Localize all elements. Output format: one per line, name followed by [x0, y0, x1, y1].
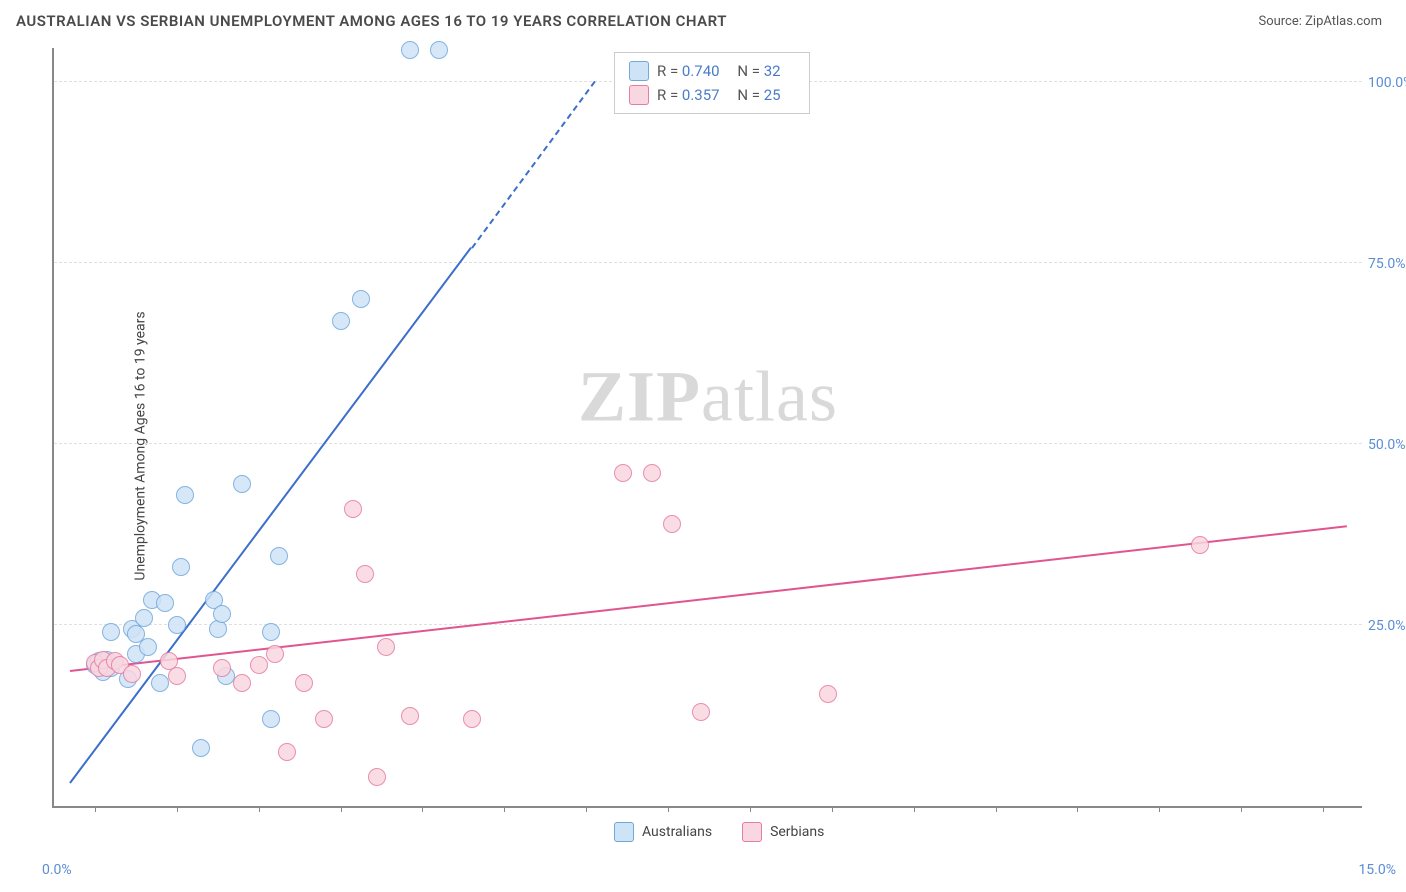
x-tick — [996, 806, 997, 812]
stats-legend-row: R = 0.740 N = 32 — [629, 59, 795, 83]
data-point — [168, 667, 186, 685]
data-point — [401, 707, 419, 725]
data-point — [278, 743, 296, 761]
data-point — [463, 710, 481, 728]
data-point — [430, 41, 448, 59]
x-axis-label-min: 0.0% — [42, 862, 72, 878]
x-axis-label-max: 15.0% — [1358, 862, 1396, 878]
data-point — [614, 464, 632, 482]
y-tick-label: 100.0% — [1368, 75, 1406, 91]
data-point — [213, 605, 231, 623]
legend-swatch — [629, 61, 649, 81]
stats-legend: R = 0.740 N = 32 R = 0.357 N = 25 — [614, 52, 810, 114]
data-point — [262, 710, 280, 728]
series-legend: Australians Serbians — [614, 822, 824, 842]
scatter-chart: ZIPatlas R = 0.740 N = 32 R = 0.357 N = 2… — [52, 48, 1362, 808]
data-point — [377, 638, 395, 656]
legend-item: Australians — [614, 822, 712, 842]
data-point — [156, 594, 174, 612]
data-point — [270, 547, 288, 565]
data-point — [368, 768, 386, 786]
data-point — [819, 685, 837, 703]
y-tick-label: 50.0% — [1368, 437, 1406, 453]
data-point — [233, 475, 251, 493]
x-tick — [750, 806, 751, 812]
data-point — [356, 565, 374, 583]
x-tick — [422, 806, 423, 812]
legend-item: Serbians — [742, 822, 824, 842]
data-point — [332, 312, 350, 330]
x-tick — [586, 806, 587, 812]
stats-text: R = 0.740 N = 32 — [657, 62, 795, 80]
data-point — [233, 674, 251, 692]
data-point — [1191, 536, 1209, 554]
x-tick — [504, 806, 505, 812]
chart-title: AUSTRALIAN VS SERBIAN UNEMPLOYMENT AMONG… — [16, 12, 727, 30]
stats-text: R = 0.357 N = 25 — [657, 86, 795, 104]
data-point — [401, 41, 419, 59]
data-point — [123, 665, 141, 683]
data-point — [151, 674, 169, 692]
data-point — [692, 703, 710, 721]
x-tick — [668, 806, 669, 812]
x-tick — [832, 806, 833, 812]
x-tick — [1077, 806, 1078, 812]
x-tick — [341, 806, 342, 812]
legend-swatch — [742, 822, 762, 842]
x-tick — [177, 806, 178, 812]
data-point — [250, 656, 268, 674]
trend-line — [70, 525, 1347, 672]
x-tick — [914, 806, 915, 812]
x-tick — [95, 806, 96, 812]
watermark: ZIPatlas — [578, 355, 838, 438]
data-point — [266, 645, 284, 663]
chart-header: AUSTRALIAN VS SERBIAN UNEMPLOYMENT AMONG… — [0, 0, 1406, 38]
data-point — [102, 623, 120, 641]
stats-legend-row: R = 0.357 N = 25 — [629, 83, 795, 107]
legend-label: Serbians — [770, 824, 824, 840]
x-tick — [1159, 806, 1160, 812]
data-point — [315, 710, 333, 728]
data-point — [213, 659, 231, 677]
y-tick-label: 25.0% — [1368, 618, 1406, 634]
trend-line-dashed — [471, 81, 595, 249]
data-point — [192, 739, 210, 757]
data-point — [663, 515, 681, 533]
data-point — [344, 500, 362, 518]
data-point — [643, 464, 661, 482]
trend-line — [70, 247, 473, 784]
data-point — [135, 609, 153, 627]
x-tick — [1241, 806, 1242, 812]
data-point — [168, 616, 186, 634]
data-point — [262, 623, 280, 641]
data-point — [295, 674, 313, 692]
gridline — [54, 262, 1362, 263]
legend-swatch — [629, 85, 649, 105]
data-point — [139, 638, 157, 656]
y-tick-label: 75.0% — [1368, 256, 1406, 272]
x-tick — [259, 806, 260, 812]
data-point — [176, 486, 194, 504]
gridline — [54, 624, 1362, 625]
legend-swatch — [614, 822, 634, 842]
x-tick — [1323, 806, 1324, 812]
data-point — [172, 558, 190, 576]
chart-source: Source: ZipAtlas.com — [1258, 14, 1382, 29]
legend-label: Australians — [642, 824, 712, 840]
data-point — [352, 290, 370, 308]
gridline — [54, 443, 1362, 444]
